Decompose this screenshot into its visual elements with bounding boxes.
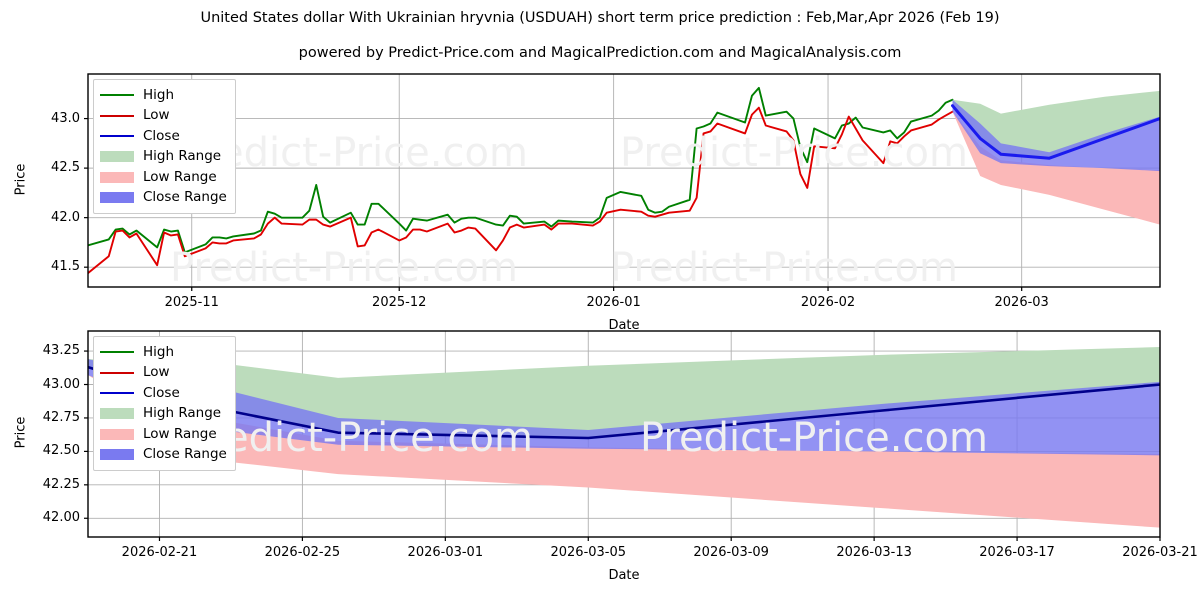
page-title: United States dollar With Ukrainian hryv… (200, 10, 1000, 26)
legend-label: Low Range (143, 168, 217, 185)
legend-item-low-range: Low Range (100, 167, 227, 188)
legend-label: High (143, 86, 175, 103)
top-x-tick-label: 2026-01 (586, 295, 641, 310)
legend-swatch-patch-icon (100, 448, 134, 461)
bottom-y-tick-label: 43.00 (42, 376, 80, 392)
legend-label: Close (143, 384, 180, 401)
bottom-x-tick-label: 2026-03-09 (693, 545, 769, 560)
legend-label: Low (143, 364, 170, 380)
legend-swatch-patch-icon (100, 428, 134, 441)
bottom-x-tick-label: 2026-02-21 (121, 545, 198, 560)
bottom-chart-legend: High Low Close High Range Low Range Close Ran… (93, 336, 236, 471)
legend-label: High Range (143, 148, 222, 164)
legend-swatch-line-icon (100, 387, 134, 400)
legend-label: Close Range (143, 446, 227, 462)
legend-label: High (143, 343, 175, 360)
legend-item-high-range: High Range (100, 147, 227, 168)
legend-label: High Range (143, 405, 222, 421)
top-x-tick-label: 2026-03 (994, 295, 1049, 310)
top-y-tick-label: 42.5 (51, 160, 80, 176)
legend-swatch-patch-icon (100, 407, 134, 420)
legend-item-high-range: High Range (100, 404, 227, 425)
legend-item-low-range: Low Range (100, 424, 227, 445)
legend-item-high: High (100, 342, 227, 363)
legend-item-close-range: Close Range (100, 188, 227, 209)
top-x-tick-label: 2025-12 (372, 295, 427, 310)
legend-label: Low Range (143, 425, 217, 442)
legend-item-close: Close (100, 383, 227, 404)
bottom-y-tick-label: 42.75 (42, 409, 80, 425)
top-y-tick-label: 41.5 (51, 259, 80, 275)
top-x-tick-label: 2025-11 (164, 295, 219, 310)
top-y-tick-label: 42.0 (51, 209, 80, 225)
top-x-tick-label: 2026-02 (800, 295, 856, 310)
bottom-y-tick-label: 42.00 (42, 510, 80, 526)
legend-item-close-range: Close Range (100, 445, 227, 466)
legend-item-close: Close (100, 126, 227, 147)
bottom-y-tick-label: 42.50 (42, 443, 80, 459)
bottom-x-tick-label: 2026-03-13 (836, 545, 912, 560)
legend-swatch-line-icon (100, 366, 134, 379)
legend-label: Close (143, 127, 180, 144)
legend-swatch-line-icon (100, 130, 134, 143)
bottom-x-tick-label: 2026-03-17 (979, 545, 1055, 560)
legend-item-high: High (100, 85, 227, 106)
legend-item-low: Low (100, 106, 227, 127)
bottom-x-tick-label: 2026-03-05 (550, 545, 627, 560)
bottom-x-tick-label: 2026-03-21 (1122, 545, 1198, 560)
legend-item-low: Low (100, 363, 227, 384)
top-y-tick-label: 43.0 (51, 110, 80, 126)
bottom-x-tick-label: 2026-03-01 (407, 545, 484, 560)
top-chart-legend: High Low Close High Range Low Range Close Ran… (93, 79, 236, 214)
top-x-axis-label: Date (608, 318, 640, 333)
legend-label: Low (143, 107, 170, 123)
bottom-y-tick-label: 42.25 (42, 476, 80, 492)
legend-swatch-line-icon (100, 109, 134, 122)
bottom-y-axis-label: Price (13, 416, 29, 449)
legend-swatch-patch-icon (100, 150, 134, 163)
legend-swatch-patch-icon (100, 171, 134, 184)
legend-label: Close Range (143, 189, 227, 205)
legend-swatch-line-icon (100, 346, 134, 359)
bottom-x-axis-label: Date (608, 568, 640, 583)
bottom-x-tick-label: 2026-02-25 (264, 545, 341, 560)
legend-swatch-line-icon (100, 89, 134, 102)
legend-swatch-patch-icon (100, 191, 134, 204)
page-subtitle: powered by Predict-Price.com and Magical… (298, 45, 902, 61)
bottom-y-tick-label: 43.25 (42, 343, 80, 359)
